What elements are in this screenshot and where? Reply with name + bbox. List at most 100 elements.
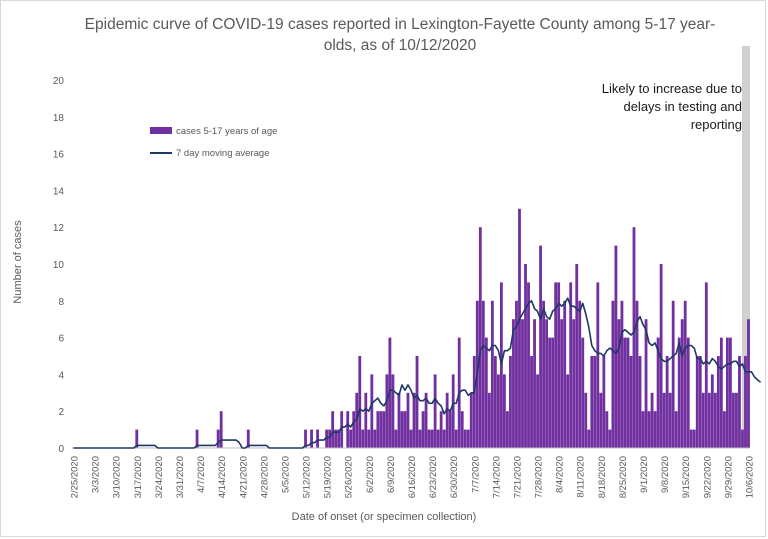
x-tick-label: 7/28/2020 [534,456,545,498]
case-bar [686,337,690,448]
case-bar [421,411,425,448]
case-bar [409,429,413,448]
x-tick-label: 3/3/2020 [91,456,102,493]
case-bar [430,429,434,448]
case-bar [406,392,410,448]
case-bar [340,411,344,448]
case-bar [439,411,443,448]
case-bar [373,429,377,448]
case-bar [707,392,711,448]
x-tick-label: 5/19/2020 [323,456,334,498]
shaded-reporting-delay-region [741,46,750,448]
x-tick-label: 9/1/2020 [639,456,650,493]
case-bar [349,429,353,448]
case-bar [671,300,675,448]
case-bar [331,411,335,448]
case-bar [394,429,398,448]
y-tick-label: 4 [58,370,64,381]
case-bar [454,429,458,448]
case-bar [506,411,509,448]
case-bar [716,356,720,448]
x-tick-label: 6/9/2020 [386,456,397,493]
case-bar [557,282,561,448]
case-bar [445,392,449,448]
case-bar [503,374,506,448]
x-tick-label: 3/24/2020 [154,456,165,498]
case-bar [695,356,699,448]
case-bar [135,429,139,448]
legend-label-cases: cases 5-17 years of age [176,126,277,137]
case-bar [551,337,555,448]
case-bar [382,411,386,448]
case-bar [246,429,250,448]
case-bar [683,300,687,448]
case-bar [677,337,681,448]
x-tick-label: 6/16/2020 [407,456,418,498]
case-bar [614,245,618,448]
case-bar [515,300,518,448]
case-bar [478,227,482,448]
case-bar [617,319,621,448]
case-bar [653,411,657,448]
case-bar [539,245,542,448]
case-bar [527,282,530,448]
case-bar [460,411,464,448]
case-bar [463,429,467,448]
case-bar [469,392,473,448]
case-bar [620,300,624,448]
x-tick-label: 3/31/2020 [175,456,186,498]
case-bar [732,392,735,448]
case-bar [659,264,663,448]
chart-title-line-1: Epidemic curve of COVID-19 cases reporte… [84,16,716,33]
case-bar [496,374,500,448]
case-bar [524,264,527,448]
case-bar [499,282,503,448]
x-tick-label: 10/6/2020 [744,456,755,498]
y-tick-label: 0 [58,444,64,455]
case-bar [701,392,705,448]
case-bar [490,300,494,448]
case-bar [403,411,407,448]
case-bar [644,319,648,448]
case-bar [744,356,747,448]
case-bar [689,429,693,448]
case-bar [647,411,651,448]
y-tick-label: 18 [53,113,65,124]
case-bar [424,392,428,448]
case-bar [692,429,696,448]
case-bar [560,319,564,448]
case-bar [521,319,524,448]
case-bar [436,429,440,448]
legend-swatch-cases [150,127,172,134]
annotation-line-2: delays in testing and [623,99,742,114]
case-bar [710,374,714,448]
annotation-line-1: Likely to increase due to [601,81,742,96]
case-bar [650,392,654,448]
case-bar [337,429,341,448]
case-bar [722,411,726,448]
case-bar [316,429,319,448]
case-bar [442,429,446,448]
case-bar [310,429,313,448]
case-bar [725,337,729,448]
case-bar [530,356,533,448]
x-tick-label: 8/25/2020 [618,456,629,498]
chart-title: Epidemic curve of COVID-19 cases reporte… [70,14,730,56]
case-bar [584,392,588,448]
case-bar [346,411,350,448]
case-bar [575,264,579,448]
x-axis-label: Date of onset (or specimen collection) [291,511,477,523]
case-bar [379,411,383,448]
case-bar [216,429,220,448]
case-bar [509,356,512,448]
case-bar [415,356,419,448]
x-tick-label: 9/15/2020 [681,456,692,498]
x-tick-label: 7/21/2020 [512,456,523,498]
x-tick-label: 4/21/2020 [238,456,249,498]
delay-annotation: Likely to increase due to delays in test… [585,80,742,134]
case-bar [304,429,307,448]
case-bar [626,337,630,448]
case-bar [518,208,521,448]
case-bar [542,300,545,448]
y-tick-label: 20 [53,76,65,87]
